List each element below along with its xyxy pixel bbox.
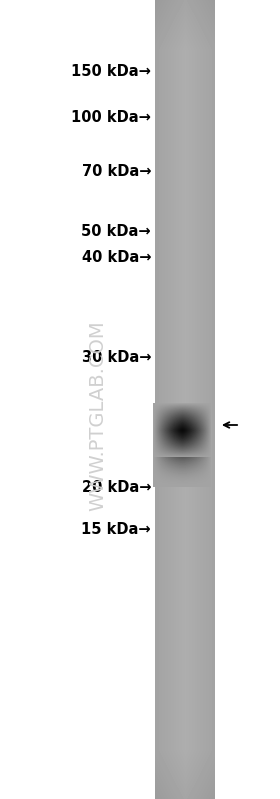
Text: 150 kDa→: 150 kDa→ (71, 65, 151, 79)
Text: 70 kDa→: 70 kDa→ (81, 165, 151, 180)
Text: 20 kDa→: 20 kDa→ (81, 480, 151, 495)
Text: 100 kDa→: 100 kDa→ (71, 110, 151, 125)
Text: 15 kDa→: 15 kDa→ (81, 523, 151, 538)
Text: 40 kDa→: 40 kDa→ (81, 251, 151, 265)
Text: 30 kDa→: 30 kDa→ (81, 351, 151, 365)
Text: WWW.PTGLAB.COM: WWW.PTGLAB.COM (88, 320, 108, 511)
Text: 50 kDa→: 50 kDa→ (81, 225, 151, 240)
